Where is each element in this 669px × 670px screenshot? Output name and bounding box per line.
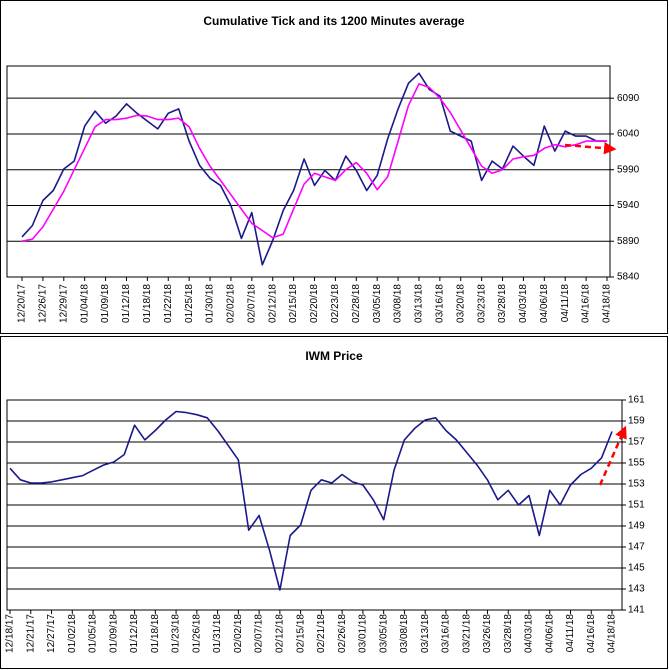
x-tick-label: 01/23/18 (171, 614, 182, 653)
x-tick-label: 02/07/18 (246, 284, 257, 323)
x-tick-label: 03/05/18 (378, 614, 389, 653)
y-tick-label: 145 (628, 563, 645, 574)
x-tick-label: 02/15/18 (288, 284, 299, 323)
x-tick-label: 03/28/18 (497, 284, 508, 323)
arrow (598, 425, 627, 486)
x-tick-label: 02/15/18 (295, 614, 306, 653)
y-tick-label: 143 (628, 584, 645, 595)
x-tick-label: 04/16/18 (581, 284, 592, 323)
data-line (21, 83, 607, 242)
x-tick-label: 03/08/18 (399, 614, 410, 653)
y-tick-label: 5840 (617, 272, 640, 283)
x-tick-label: 03/13/18 (420, 614, 431, 653)
data-line (21, 72, 607, 266)
x-tick-label: 02/12/18 (267, 284, 278, 323)
x-tick-label: 12/27/17 (46, 614, 57, 653)
y-tick-label: 5890 (617, 236, 640, 247)
x-tick-label: 03/05/18 (372, 284, 383, 323)
y-tick-label: 5940 (617, 200, 640, 211)
x-tick-label: 01/26/18 (191, 614, 202, 653)
x-tick-label: 03/16/18 (441, 614, 452, 653)
x-tick-label: 01/05/18 (88, 614, 99, 653)
x-tick-label: 02/07/18 (254, 614, 265, 653)
x-tick-label: 02/28/18 (351, 284, 362, 323)
y-tick-label: 6090 (617, 93, 640, 104)
x-tick-label: 12/26/17 (38, 284, 49, 323)
x-tick-label: 03/08/18 (393, 284, 404, 323)
y-tick-label: 5990 (617, 164, 640, 175)
x-tick-label: 12/21/17 (25, 614, 36, 653)
x-tick-label: 02/20/18 (309, 284, 320, 323)
x-tick-label: 04/11/18 (565, 614, 576, 653)
x-tick-label: 01/18/18 (150, 614, 161, 653)
x-tick-label: 12/18/17 (5, 614, 16, 653)
y-tick-label: 149 (628, 521, 645, 532)
x-tick-label: 03/20/18 (455, 284, 466, 323)
x-tick-label: 03/13/18 (414, 284, 425, 323)
x-tick-label: 03/21/18 (461, 614, 472, 653)
x-tick-label: 01/30/18 (205, 284, 216, 323)
x-tick-label: 02/12/18 (275, 614, 286, 653)
x-tick-label: 01/22/18 (163, 284, 174, 323)
y-tick-label: 161 (628, 395, 645, 406)
x-tick-label: 02/02/18 (226, 284, 237, 323)
x-tick-label: 04/03/18 (524, 614, 535, 653)
y-tick-label: 159 (628, 416, 645, 427)
y-tick-label: 6040 (617, 129, 640, 140)
x-tick-label: 01/18/18 (142, 284, 153, 323)
x-tick-label: 04/18/18 (602, 284, 613, 323)
x-tick-label: 03/26/18 (482, 614, 493, 653)
chart: Cumulative Tick and its 1200 Minutes ave… (6, 14, 640, 323)
x-tick-label: 02/02/18 (233, 614, 244, 653)
x-tick-label: 01/12/18 (121, 284, 132, 323)
x-tick-label: 02/23/18 (330, 284, 341, 323)
x-tick-label: 01/04/18 (79, 284, 90, 323)
x-tick-label: 03/23/18 (476, 284, 487, 323)
x-tick-label: 01/12/18 (129, 614, 140, 653)
arrow (564, 141, 617, 155)
y-tick-label: 151 (628, 500, 645, 511)
chart: IWM Price 141 143 145 147 149 151 153 155 157 159… (5, 349, 645, 653)
data-line (9, 410, 613, 591)
y-tick-label: 155 (628, 458, 645, 469)
x-tick-label: 03/01/18 (358, 614, 369, 653)
x-tick-label: 12/20/17 (17, 284, 28, 323)
y-tick-label: 147 (628, 542, 645, 553)
x-tick-label: 12/29/17 (58, 284, 69, 323)
x-tick-label: 04/16/18 (586, 614, 597, 653)
x-tick-label: 02/26/18 (337, 614, 348, 653)
x-tick-label: 01/09/18 (100, 284, 111, 323)
x-tick-label: 04/18/18 (607, 614, 618, 653)
y-tick-label: 157 (628, 437, 645, 448)
x-tick-label: 01/25/18 (184, 284, 195, 323)
x-tick-label: 01/31/18 (212, 614, 223, 653)
chart-title: Cumulative Tick and its 1200 Minutes ave… (203, 14, 465, 28)
x-tick-label: 03/16/18 (434, 284, 445, 323)
x-tick-label: 01/02/18 (67, 614, 78, 653)
x-tick-label: 04/06/18 (539, 284, 550, 323)
y-tick-label: 141 (628, 605, 645, 616)
chart-title: IWM Price (305, 349, 363, 363)
x-tick-label: 03/28/18 (503, 614, 514, 653)
x-tick-label: 04/03/18 (518, 284, 529, 323)
x-tick-label: 04/11/18 (560, 284, 571, 323)
x-tick-label: 04/06/18 (544, 614, 555, 653)
x-tick-label: 02/21/18 (316, 614, 327, 653)
y-tick-label: 153 (628, 479, 645, 490)
x-tick-label: 01/09/18 (108, 614, 119, 653)
